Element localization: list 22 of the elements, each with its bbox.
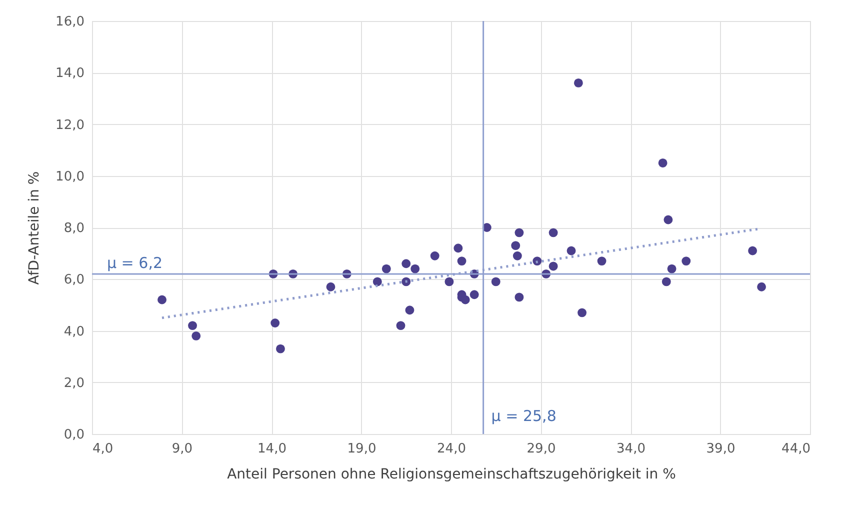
x-tick-label: 29,0 [526, 442, 556, 456]
y-tick-label: 12,0 [56, 118, 84, 133]
x-tick-label: 34,0 [616, 442, 646, 456]
y-tick-label: 8,0 [64, 221, 84, 236]
y-tick-label: 16,0 [56, 14, 84, 30]
y-axis-title: AfD-Anteile in % [26, 171, 43, 285]
y-tick-label: 10,0 [56, 169, 84, 184]
x-tick-label: 4,0 [92, 442, 114, 456]
y-tick-label: 14,0 [56, 66, 84, 82]
y-tick-label: 4,0 [64, 324, 84, 340]
x-tick-label: 24,0 [437, 442, 466, 456]
x-tick-label: 19,0 [347, 442, 376, 456]
y-tick-label: 6,0 [64, 272, 84, 288]
x-axis-title: Anteil Personen ohne Religionsgemeinschaftszugehörigkeit in % [227, 466, 676, 482]
x-tick-label: 14,0 [258, 442, 286, 456]
x-tick-label: 39,0 [706, 442, 736, 456]
x-tick-label: 9,0 [172, 442, 193, 456]
ref-line-label: μ = 6,2 [107, 254, 163, 272]
y-tick-label: 2,0 [64, 376, 84, 391]
ref-line-label: μ = 25,8 [491, 407, 556, 425]
x-tick-label: 44,0 [782, 442, 810, 456]
y-tick-label: 0,0 [64, 428, 84, 442]
